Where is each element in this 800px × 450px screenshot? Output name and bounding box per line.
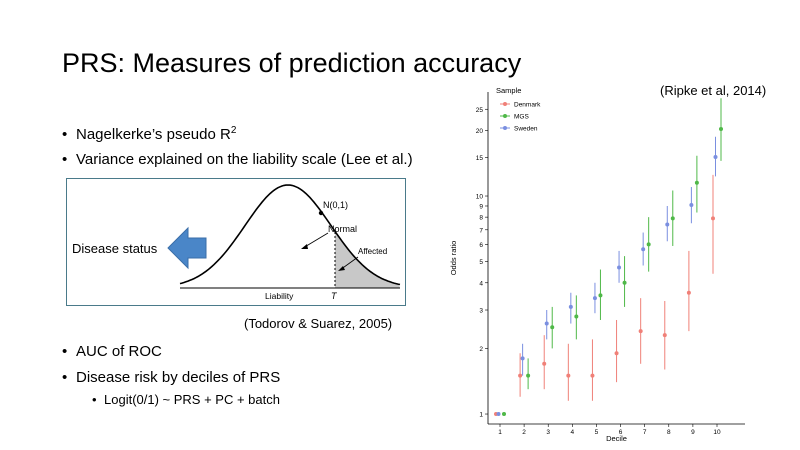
- normal-pointer-head: [301, 244, 308, 249]
- x-tick-label: 2: [522, 429, 526, 436]
- bullet-dot: •: [62, 369, 68, 386]
- point-denmark: [686, 290, 691, 295]
- point-sweden: [568, 304, 573, 309]
- bullet-text: Logit(0/1) ~ PRS + PC + batch: [104, 392, 280, 407]
- legend-key-dot: [503, 114, 507, 118]
- point-mgs: [598, 293, 603, 298]
- x-axis-label: Decile: [606, 434, 627, 443]
- disease-status-label: Disease status: [72, 241, 158, 256]
- y-tick-label: 8: [479, 215, 483, 222]
- point-denmark: [518, 373, 523, 378]
- n01-label: N(0,1): [323, 200, 348, 210]
- x-tick-label: 6: [619, 429, 623, 436]
- y-tick-label: 10: [476, 194, 484, 201]
- point-sweden: [689, 202, 694, 207]
- point-denmark: [566, 373, 571, 378]
- liability-axis-label: Liability: [265, 291, 294, 301]
- x-tick-label: 7: [643, 429, 647, 436]
- affected-label: Affected: [358, 247, 387, 256]
- point-sweden: [544, 321, 549, 326]
- sub-bullet-logit: • Logit(0/1) ~ PRS + PC + batch: [92, 392, 280, 407]
- y-tick-label: 9: [479, 203, 483, 210]
- y-tick-label: 4: [479, 280, 483, 287]
- y-tick-label: 15: [476, 155, 484, 162]
- affected-pointer-head: [338, 266, 345, 271]
- bullet-dot: •: [62, 343, 68, 360]
- bullet-text: Nagelkerke’s pseudo R: [76, 126, 231, 143]
- legend-label-denmark: Denmark: [514, 102, 541, 109]
- bullet-decile-risk: • Disease risk by deciles of PRS: [62, 369, 280, 386]
- bullet-dot: •: [62, 126, 68, 143]
- point-denmark: [542, 361, 547, 366]
- affected-tail-area: [335, 231, 400, 288]
- bullet-text: AUC of ROC: [76, 343, 162, 360]
- bullet-dot: •: [62, 151, 68, 168]
- normal-curve: [179, 184, 401, 286]
- point-denmark: [662, 333, 667, 338]
- x-tick-label: 4: [571, 429, 575, 436]
- page-title: PRS: Measures of prediction accuracy: [62, 48, 522, 78]
- y-tick-label: 20: [476, 128, 484, 135]
- chart-axes: 1 2 3 4 5 6 7 8 9 10 15 20 25 1 2 3 4 5 6 7 8 9 10 Decile Odds r…: [449, 92, 745, 443]
- point-mgs: [622, 280, 627, 285]
- odds-ratio-chart: 1 2 3 4 5 6 7 8 9 10 15 20 25 1 2 3 4 5 6 7 8 9 10 Decile Odds r…: [449, 86, 745, 443]
- point-sweden: [496, 412, 501, 417]
- point-mgs: [550, 325, 555, 330]
- citation-todorov: (Todorov & Suarez, 2005): [244, 316, 393, 331]
- liability-diagram: N(0,1) Normal Affected Liability T: [167, 184, 401, 301]
- y-tick-label: 1: [479, 412, 483, 419]
- legend-title: Sample: [496, 86, 521, 95]
- legend-key-dot: [503, 126, 507, 130]
- bullet-liability-variance: • Variance explained on the liability sca…: [62, 151, 413, 168]
- point-sweden: [713, 154, 718, 159]
- point-denmark: [614, 351, 619, 356]
- y-tick-label: 3: [479, 308, 483, 315]
- legend-key-dot: [503, 102, 507, 106]
- y-axis-label: Odds ratio: [449, 241, 458, 276]
- y-tick-label: 7: [479, 227, 483, 234]
- point-denmark: [590, 373, 595, 378]
- point-mgs: [694, 180, 699, 185]
- chart-marks: [494, 98, 723, 417]
- point-mgs: [526, 373, 531, 378]
- y-tick-label: 5: [479, 259, 483, 266]
- bullet-auc: • AUC of ROC: [62, 343, 162, 360]
- bullet-dot: •: [92, 392, 97, 407]
- x-tick-label: 3: [546, 429, 550, 436]
- liability-diagram-frame: [66, 178, 406, 306]
- point-sweden: [592, 296, 597, 301]
- bullet-nagelkerke: • Nagelkerke’s pseudo R2: [62, 125, 236, 143]
- bullet-text: Disease risk by deciles of PRS: [76, 369, 281, 386]
- x-tick-label: 10: [713, 429, 721, 436]
- legend-label-sweden: Sweden: [514, 126, 538, 133]
- point-denmark: [711, 216, 715, 221]
- point-denmark: [638, 329, 643, 334]
- y-tick-label: 25: [476, 107, 484, 114]
- point-sweden: [617, 265, 622, 270]
- citation-ripke: (Ripke et al, 2014): [660, 83, 767, 98]
- point-sweden: [520, 356, 525, 361]
- left-arrow-icon: [167, 226, 207, 270]
- point-mgs: [719, 126, 723, 131]
- point-mgs: [574, 314, 579, 319]
- bullet-text: Variance explained on the liability scal…: [76, 151, 413, 168]
- point-mgs: [646, 242, 651, 247]
- point-sweden: [641, 247, 646, 252]
- y-tick-label: 6: [479, 242, 483, 249]
- chart-legend: Sample Denmark MGS Sweden: [496, 86, 541, 133]
- point-mgs: [502, 412, 506, 417]
- x-tick-label: 1: [498, 429, 502, 436]
- superscript: 2: [230, 125, 237, 136]
- x-tick-label: 5: [595, 429, 599, 436]
- x-tick-label: 9: [691, 429, 695, 436]
- legend-label-mgs: MGS: [514, 114, 529, 121]
- x-tick-label: 8: [667, 429, 671, 436]
- point-sweden: [665, 222, 670, 227]
- threshold-label: T: [331, 291, 338, 301]
- y-tick-label: 2: [479, 346, 483, 353]
- curve-point-marker: [318, 210, 324, 216]
- normal-label: Normal: [328, 224, 357, 234]
- point-mgs: [670, 216, 675, 221]
